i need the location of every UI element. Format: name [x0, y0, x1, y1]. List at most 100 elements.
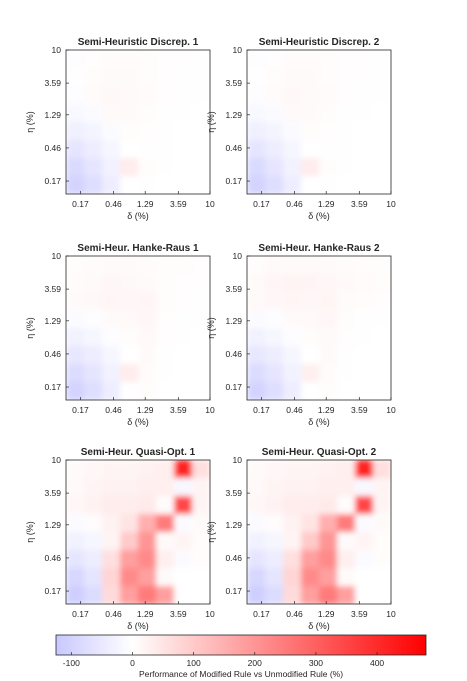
heatmap-cell [66, 460, 85, 479]
x-tick-label: 0.17 [253, 199, 270, 209]
heatmap-cell [319, 158, 338, 177]
heatmap-cell [283, 292, 302, 311]
heatmap-cell [174, 328, 193, 347]
heatmap-cell [84, 496, 103, 515]
y-tick-label: 0.17 [225, 586, 242, 596]
heatmap-cell [319, 292, 338, 311]
heatmap-cell [156, 274, 175, 293]
plot-frame [65, 255, 211, 401]
heatmap-cell [84, 514, 103, 533]
heatmap-cell [247, 568, 266, 587]
heatmap-cell [174, 104, 193, 123]
y-tick-label: 1.29 [44, 520, 61, 530]
heatmap-cell [337, 158, 356, 177]
x-tick-label: 3.59 [351, 405, 368, 415]
heatmap-cell [102, 346, 121, 365]
x-tick-label: 0.46 [105, 199, 122, 209]
panel-title: Semi-Heuristic Discrep. 1 [78, 37, 199, 48]
heatmap-cell [337, 140, 356, 159]
heatmap-cell [355, 256, 374, 275]
heatmap-cell [283, 140, 302, 159]
colorbar-tick-label: 400 [370, 658, 384, 668]
heatmap-cell [301, 68, 320, 87]
heatmap-cell [337, 532, 356, 551]
heatmap-cell [156, 256, 175, 275]
heatmap-cell [247, 68, 266, 87]
plot-frame [246, 255, 392, 401]
x-tick-label: 0.46 [286, 199, 303, 209]
heatmap-cell [283, 274, 302, 293]
heatmap-cell [283, 346, 302, 365]
heatmap-cell [84, 104, 103, 123]
heatmap-cell [373, 50, 391, 69]
heatmap-cell [337, 122, 356, 141]
heatmap-cells [66, 50, 210, 194]
heatmap-cell [373, 140, 391, 159]
y-tick-label: 10 [52, 45, 62, 55]
heatmap-cell [247, 586, 266, 604]
heatmap-cell [174, 274, 193, 293]
heatmap-cell [120, 586, 139, 604]
heatmap-cell [247, 478, 266, 497]
heatmap-cell [174, 532, 193, 551]
x-tick-label: 1.29 [318, 405, 335, 415]
heatmap-cells [247, 50, 391, 194]
x-tick-label: 0.46 [105, 609, 122, 619]
heatmap-cell [120, 176, 139, 194]
heatmap-cell [247, 274, 266, 293]
x-tick-label: 10 [205, 199, 215, 209]
heatmap-cell [66, 256, 85, 275]
heatmap-cell [138, 460, 157, 479]
heatmap-cell [355, 364, 374, 383]
heatmap-cell [373, 586, 391, 604]
heatmap-cell [138, 328, 157, 347]
heatmap-cell [102, 460, 121, 479]
y-axis-label: η (%) [25, 111, 35, 133]
heatmap-cell [102, 310, 121, 329]
heatmap-cell [355, 86, 374, 105]
heatmap-cell [283, 176, 302, 194]
heatmap-cell [265, 140, 284, 159]
y-tick-label: 10 [52, 251, 62, 261]
heatmap-cell [174, 346, 193, 365]
heatmap-cell [192, 496, 210, 515]
plot-frame [65, 49, 211, 195]
heatmap-cell [373, 514, 391, 533]
heatmap-cell [301, 86, 320, 105]
heatmap-cell [283, 86, 302, 105]
heatmap-cell [355, 274, 374, 293]
heatmap-cell [192, 478, 210, 497]
heatmap-cell [355, 496, 374, 515]
heatmap-cell [373, 532, 391, 551]
heatmap-panel: Semi-Heuristic Discrep. 1 0.17 0.46 1.29 3.5… [25, 37, 215, 221]
heatmap-cell [120, 328, 139, 347]
heatmap-cell [301, 478, 320, 497]
heatmap-cell [138, 256, 157, 275]
heatmap-cells [247, 460, 391, 604]
heatmap-cell [301, 274, 320, 293]
heatmap-cell [84, 274, 103, 293]
heatmap-cell [66, 532, 85, 551]
heatmap-cell [102, 328, 121, 347]
heatmap-cell [66, 50, 85, 69]
heatmap-cell [373, 176, 391, 194]
heatmap-panel: Semi-Heur. Quasi-Opt. 2 0.17 0.46 1.29 3.59 1… [206, 447, 396, 631]
heatmap-cell [84, 568, 103, 587]
heatmap-cell [373, 274, 391, 293]
heatmap-cell [373, 104, 391, 123]
colorbar-tick-label: 300 [309, 658, 323, 668]
heatmap-cell [84, 346, 103, 365]
y-tick-label: 1.29 [225, 316, 242, 326]
heatmap-cell [174, 364, 193, 383]
heatmap-cell [373, 460, 391, 479]
heatmap-cell [174, 550, 193, 569]
heatmap-cell [102, 382, 121, 400]
y-tick-label: 0.17 [225, 382, 242, 392]
x-axis-label: δ (%) [308, 417, 330, 427]
heatmap-cell [156, 478, 175, 497]
heatmap-cell [102, 274, 121, 293]
heatmap-cell [337, 382, 356, 400]
heatmap-cell [102, 532, 121, 551]
heatmap-cell [319, 140, 338, 159]
